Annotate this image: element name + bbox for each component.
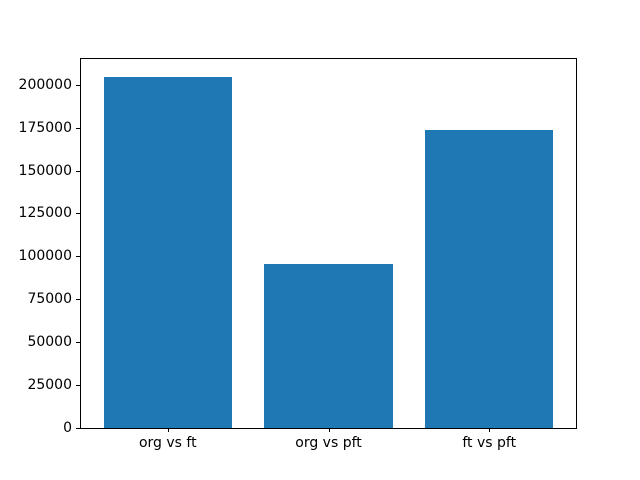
y-tick-label: 125000 xyxy=(18,205,72,222)
y-axis-tick xyxy=(76,342,81,344)
y-tick-label: 75000 xyxy=(27,291,72,308)
y-tick-label: 150000 xyxy=(18,162,72,179)
y-tick-label: 200000 xyxy=(18,76,72,93)
y-tick-label: 100000 xyxy=(18,248,72,265)
y-axis-tick xyxy=(76,299,81,301)
x-axis-tick xyxy=(489,428,491,432)
x-tick-label: org vs pft xyxy=(295,435,362,451)
y-tick-label: 0 xyxy=(63,420,72,436)
x-tick-label: ft vs pft xyxy=(462,435,517,451)
y-axis-tick xyxy=(76,170,81,172)
y-axis-tick xyxy=(76,385,81,387)
x-axis-tick xyxy=(328,428,330,432)
y-axis-tick xyxy=(76,428,81,429)
bar-ft-vs-pft xyxy=(424,130,554,428)
y-tick-label: 175000 xyxy=(18,119,72,136)
bar-org-vs-ft xyxy=(103,76,233,428)
x-tick-label: org vs ft xyxy=(138,435,197,451)
plot-area: 0 25000 50000 75000 100000 125000 150000 175000… xyxy=(19,58,577,450)
bar-org-vs-pft xyxy=(264,264,393,428)
x-axis-tick xyxy=(167,428,169,432)
y-axis-tick xyxy=(76,213,81,215)
y-axis-tick xyxy=(76,127,81,129)
y-tick-label: 25000 xyxy=(27,377,72,394)
y-axis-tick xyxy=(76,84,81,86)
y-tick-label: 50000 xyxy=(27,334,72,351)
y-axis-tick xyxy=(76,256,81,258)
